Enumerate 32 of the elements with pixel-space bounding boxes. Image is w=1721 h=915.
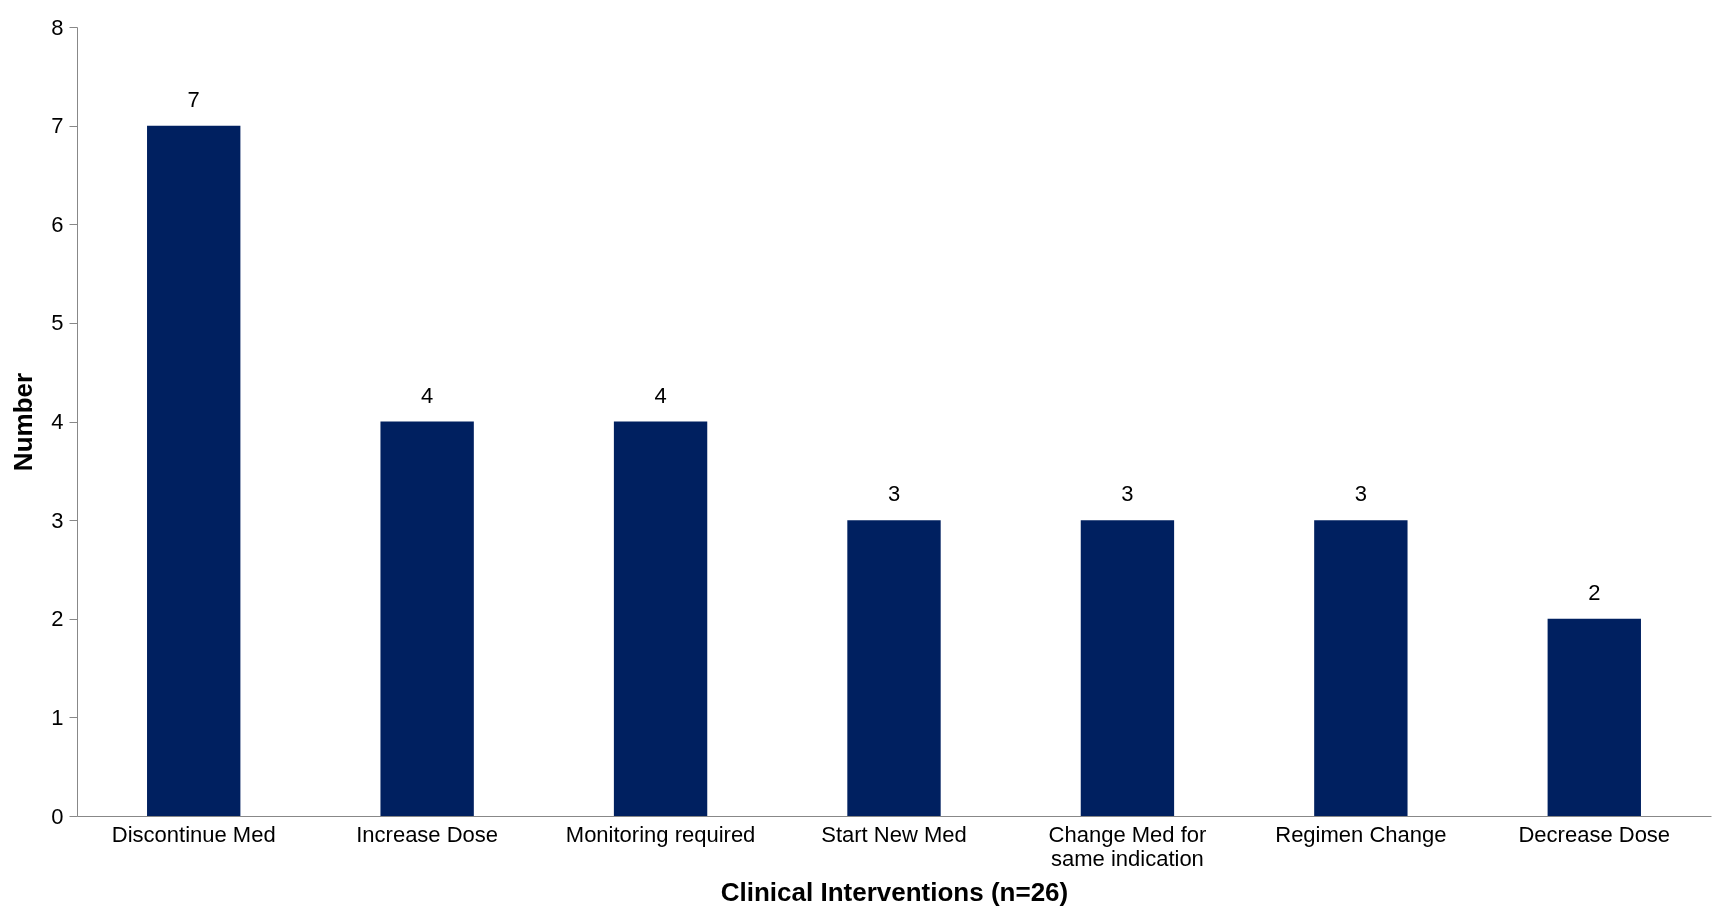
data-label: 7 xyxy=(187,86,200,112)
data-label: 4 xyxy=(654,382,667,408)
y-tick-label: 2 xyxy=(51,606,64,632)
y-tick-label: 5 xyxy=(51,310,64,336)
y-tick-label: 4 xyxy=(51,409,64,434)
bar xyxy=(613,421,708,816)
x-tick-label: Discontinue Med xyxy=(111,821,276,847)
data-label: 3 xyxy=(1354,481,1367,507)
data-label: 4 xyxy=(421,382,434,408)
bar xyxy=(1080,520,1175,816)
y-tick-label: 8 xyxy=(51,14,64,40)
bar xyxy=(380,421,474,816)
data-label: 3 xyxy=(887,481,901,507)
x-tick-label: Change Med for same indication xyxy=(1048,821,1207,871)
data-label: 3 xyxy=(1121,481,1134,507)
y-tick-label: 6 xyxy=(51,211,64,237)
y-tick-label: 0 xyxy=(51,803,64,829)
y-tick-label: 1 xyxy=(51,704,64,730)
bar xyxy=(1314,520,1408,816)
x-tick-label: Monitoring required xyxy=(565,821,756,847)
bar xyxy=(147,125,241,816)
x-tick-label: Regimen Change xyxy=(1275,821,1447,847)
x-tick-label: Increase Dose xyxy=(356,821,499,847)
y-tick-label: 7 xyxy=(51,113,64,139)
bar xyxy=(847,520,941,816)
y-tick-label: 3 xyxy=(51,507,64,533)
x-tick-label: Decrease Dose xyxy=(1518,821,1671,847)
x-tick-label: Start New Med xyxy=(821,821,967,847)
x-axis-title: Clinical Interventions (n=26) xyxy=(720,876,1069,907)
y-axis-title: Number xyxy=(8,372,39,472)
data-label: 2 xyxy=(1588,579,1601,605)
bar xyxy=(1547,618,1641,816)
